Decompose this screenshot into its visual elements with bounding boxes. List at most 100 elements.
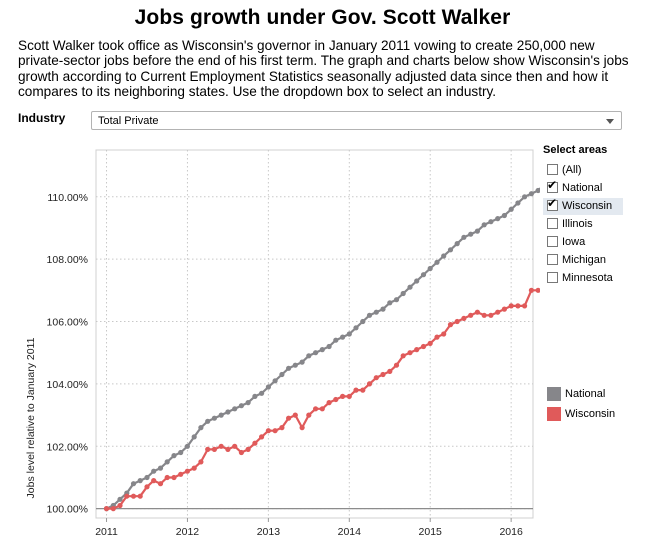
legend-item-national[interactable]: National — [547, 387, 642, 403]
data-point-national — [501, 212, 507, 219]
data-point-national — [191, 434, 197, 440]
y-axis-ticks: 100.00% 102.00% 104.00% 106.00% 108.00% 110.0… — [47, 192, 88, 516]
y-tick-label: 110.00% — [47, 192, 88, 204]
industry-dropdown[interactable]: Total Private — [91, 111, 622, 130]
data-point-wisconsin — [535, 287, 540, 293]
area-item-iowa[interactable]: Iowa — [543, 234, 623, 251]
legend-label-national: National — [565, 388, 606, 400]
data-point-national — [333, 337, 339, 343]
data-point-national — [279, 371, 285, 378]
area-label-michigan: Michigan — [562, 254, 607, 266]
data-point-wisconsin — [454, 318, 460, 325]
data-point-national — [522, 194, 528, 200]
data-point-national — [232, 406, 238, 412]
data-point-national — [299, 359, 305, 365]
data-point-wisconsin — [124, 493, 130, 499]
checkmark-icon: ✔ — [547, 196, 558, 210]
data-point-wisconsin — [252, 440, 258, 446]
data-point-wisconsin — [157, 481, 164, 487]
checkbox-wisconsin[interactable]: ✔ — [547, 196, 558, 211]
legend-item-wisconsin[interactable]: Wisconsin — [547, 407, 642, 423]
y-axis-label: Jobs level relative to January 2011 — [25, 337, 37, 498]
data-point-wisconsin — [286, 415, 292, 421]
data-point-national — [252, 393, 258, 399]
data-point-wisconsin — [171, 474, 177, 481]
checkbox-national[interactable]: ✔ — [547, 179, 558, 193]
y-tick-label: 102.00% — [47, 441, 88, 453]
data-point-national — [319, 347, 325, 353]
data-point-wisconsin — [205, 446, 211, 452]
data-point-wisconsin — [184, 468, 190, 474]
data-point-wisconsin — [407, 350, 413, 356]
area-label-all: (All) — [562, 164, 582, 176]
data-point-national — [259, 390, 265, 396]
data-point-wisconsin — [447, 322, 454, 328]
area-item-michigan[interactable]: Michigan — [543, 252, 623, 269]
data-point-wisconsin — [427, 340, 433, 346]
data-point-national — [515, 200, 521, 206]
data-point-wisconsin — [272, 428, 278, 434]
data-point-national — [528, 191, 535, 197]
data-point-national — [454, 241, 460, 247]
data-point-wisconsin — [522, 303, 528, 309]
data-point-wisconsin — [110, 506, 116, 512]
y-tick-label: 104.00% — [47, 379, 88, 391]
x-tick-label: 2014 — [338, 526, 362, 538]
data-point-national — [313, 350, 319, 356]
data-point-national — [441, 253, 447, 259]
checkbox-minnesota[interactable] — [547, 272, 558, 283]
chevron-down-icon[interactable] — [606, 119, 614, 124]
data-point-national — [238, 403, 244, 409]
area-item-minnesota[interactable]: Minnesota — [543, 270, 623, 287]
data-point-wisconsin — [400, 353, 406, 359]
data-point-wisconsin — [488, 312, 494, 318]
legend-swatch-national — [547, 387, 561, 401]
area-item-national[interactable]: ✔ National — [543, 179, 623, 197]
data-point-national — [427, 265, 433, 272]
data-point-wisconsin — [306, 412, 312, 418]
area-item-illinois[interactable]: Illinois — [543, 216, 623, 233]
data-point-wisconsin — [481, 312, 487, 318]
data-point-wisconsin — [441, 331, 447, 337]
data-point-wisconsin — [265, 428, 271, 434]
data-point-wisconsin — [333, 396, 339, 403]
area-label-iowa: Iowa — [562, 236, 586, 248]
data-point-wisconsin — [360, 387, 366, 393]
data-point-national — [474, 228, 480, 234]
x-tick-label: 2015 — [419, 526, 443, 538]
area-label-minnesota: Minnesota — [562, 272, 613, 284]
data-point-national — [117, 496, 123, 502]
data-point-wisconsin — [508, 303, 514, 309]
area-item-wisconsin[interactable]: ✔ Wisconsin — [543, 196, 623, 215]
checkbox-all[interactable] — [547, 164, 558, 175]
series-line-wisconsin — [106, 289, 540, 510]
legend-swatch-wisconsin — [547, 407, 561, 421]
data-point-wisconsin — [218, 443, 224, 449]
data-point-national — [414, 278, 420, 284]
data-point-wisconsin — [474, 309, 480, 315]
data-point-wisconsin — [468, 312, 474, 318]
data-point-wisconsin — [326, 400, 332, 406]
jobs-growth-chart: Jobs level relative to January 2011 100.… — [25, 149, 540, 538]
data-point-wisconsin — [117, 502, 123, 509]
data-point-wisconsin — [420, 343, 427, 350]
data-point-wisconsin — [346, 393, 352, 399]
data-point-national — [400, 290, 406, 297]
data-point-national — [447, 247, 454, 253]
data-point-wisconsin — [461, 315, 467, 321]
data-point-wisconsin — [366, 381, 373, 387]
data-point-national — [488, 219, 494, 225]
area-item-all[interactable]: (All) — [543, 162, 623, 179]
checkbox-illinois[interactable] — [547, 218, 558, 229]
checkbox-iowa[interactable] — [547, 236, 558, 247]
y-tick-label: 106.00% — [47, 317, 88, 329]
checkbox-michigan[interactable] — [547, 254, 558, 265]
data-point-national — [326, 343, 332, 350]
industry-dropdown-value: Total Private — [98, 115, 159, 127]
data-point-wisconsin — [144, 484, 150, 490]
data-point-national — [184, 443, 190, 449]
data-point-national — [306, 353, 312, 359]
data-point-wisconsin — [245, 446, 251, 452]
data-point-wisconsin — [151, 478, 157, 484]
data-point-wisconsin — [211, 446, 217, 452]
